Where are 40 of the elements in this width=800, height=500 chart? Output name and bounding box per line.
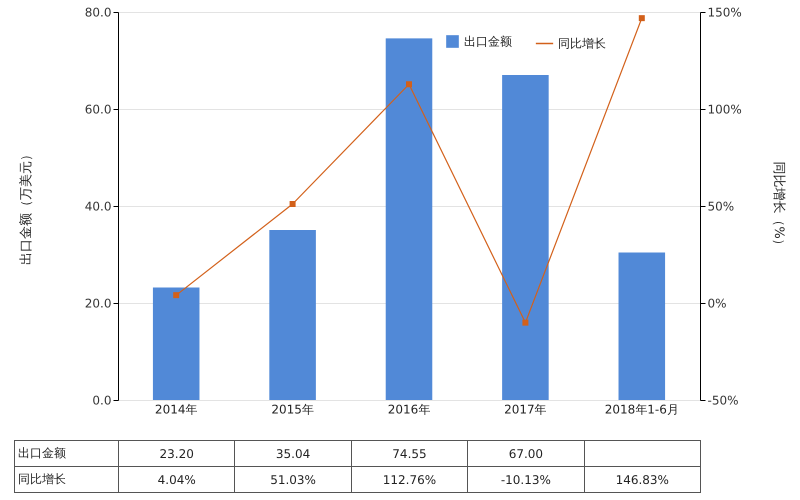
point <box>173 292 180 298</box>
legend-label: 同比增长 <box>558 36 606 50</box>
y2-tick-label: 150% <box>708 6 742 20</box>
point <box>522 320 528 326</box>
x-tick-label: 2015年 <box>271 402 314 416</box>
bar <box>502 75 549 400</box>
x-tick-label: 2016年 <box>388 402 430 416</box>
y-axis-title: 出口金额（万美元） <box>18 148 34 265</box>
y2-tick-label: 100% <box>708 102 742 116</box>
y-tick-label: 40.0 <box>84 200 112 214</box>
x-tick-label: 2017年 <box>504 402 547 416</box>
y2-tick-label: 0% <box>708 296 727 310</box>
data-label: 74.55 <box>351 440 468 466</box>
data-label: 51.03% <box>234 466 352 492</box>
y-tick-label: 60.0 <box>84 102 112 116</box>
x-tick-label: 2018年1-6月 <box>604 402 679 416</box>
y-tick-label: 20.0 <box>84 296 112 310</box>
y2-axis-title: 同比增长（%） <box>770 161 786 252</box>
y2-tick-label: 50% <box>708 200 734 214</box>
data-label: 23.20 <box>118 440 235 466</box>
point <box>290 201 296 207</box>
data-label: 112.76% <box>351 466 468 492</box>
data-label: 35.04 <box>234 440 352 466</box>
bar <box>386 38 432 400</box>
point <box>638 15 645 22</box>
bar <box>269 230 316 400</box>
y-tick-label: 0.0 <box>92 394 112 408</box>
text: 同比增长 <box>18 472 66 486</box>
y-tick-label: 80.0 <box>84 6 112 20</box>
text: 出口金额 <box>18 446 66 460</box>
y2-tick-label: -50% <box>708 394 739 408</box>
data-label: -10.13% <box>468 466 584 492</box>
legend-label: 出口金额 <box>464 34 512 48</box>
bar <box>152 287 200 400</box>
bar <box>618 252 666 400</box>
point <box>406 81 412 88</box>
data-label: 146.83% <box>584 466 700 492</box>
x-tick-label: 2014年 <box>154 402 198 416</box>
data-label: 4.04% <box>118 466 235 492</box>
data-label: 67.00 <box>468 440 584 466</box>
